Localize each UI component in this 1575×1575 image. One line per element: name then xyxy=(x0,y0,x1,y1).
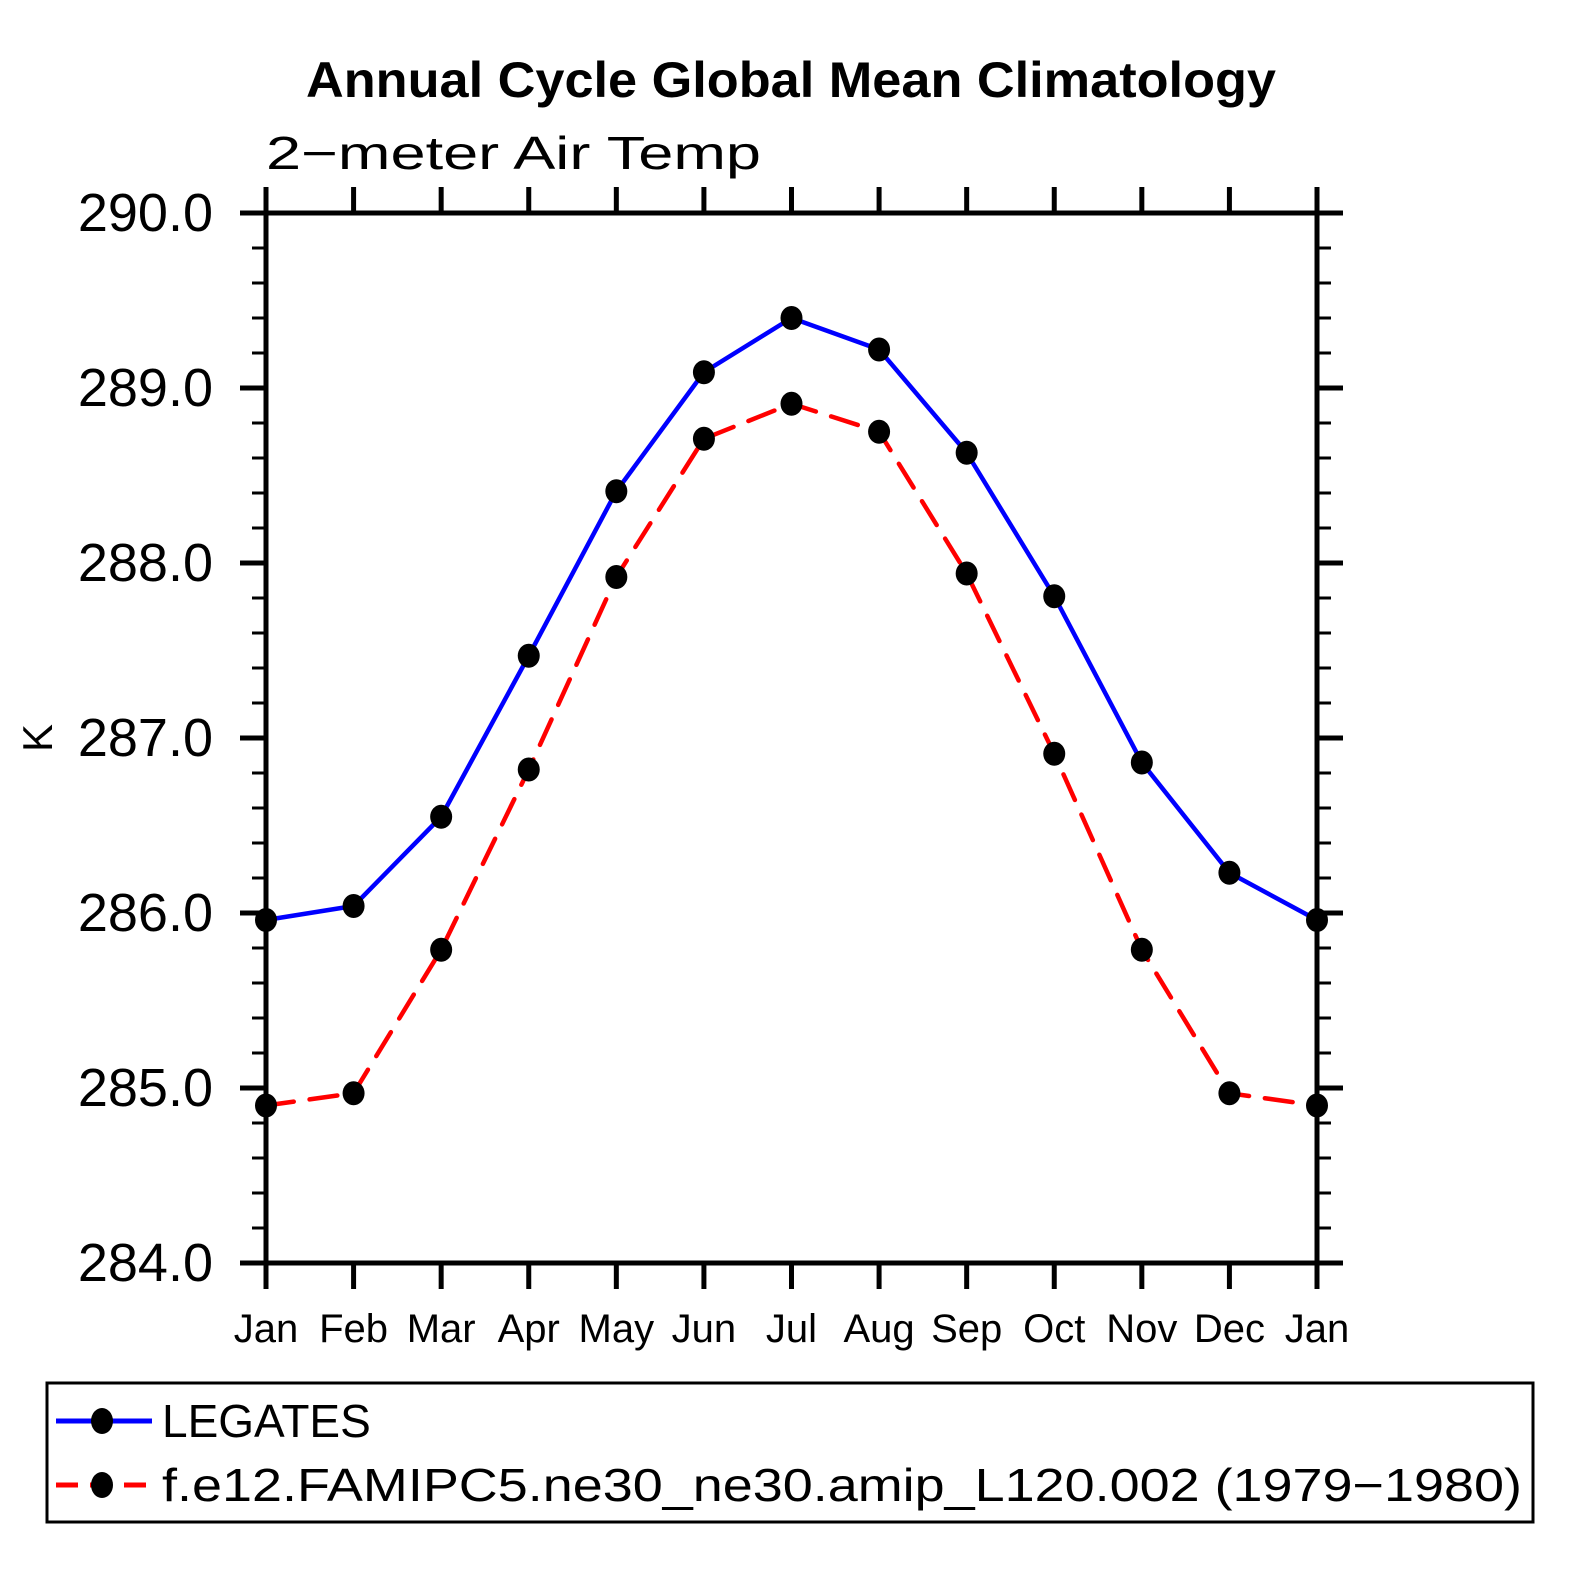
x-axis-ticks: Jan Feb Mar Apr May Jun Jul Aug Sep Oct Nov Dec Jan xyxy=(234,187,1350,1351)
x-tick-label: May xyxy=(579,1307,655,1351)
data-point-marker xyxy=(692,360,715,385)
x-tick-label: Dec xyxy=(1194,1307,1265,1351)
y-tick-label: 287.0 xyxy=(78,708,213,768)
y-axis-ticks: 290.0 289.0 288.0 287.0 286.0 285.0 284.0 xyxy=(78,183,1343,1293)
data-point-marker xyxy=(517,643,540,668)
y-tick-label: 288.0 xyxy=(78,533,213,593)
data-point-marker xyxy=(868,337,891,362)
x-tick-label: Sep xyxy=(931,1307,1002,1351)
x-tick-label: Jan xyxy=(234,1307,299,1351)
legend-marker-dot xyxy=(91,1472,113,1498)
legend-row-legates: LEGATES xyxy=(56,1395,371,1447)
data-point-marker xyxy=(780,306,803,330)
data-point-marker xyxy=(1043,741,1066,766)
data-point-marker xyxy=(342,894,365,918)
y-tick-label: 289.0 xyxy=(78,358,213,418)
data-point-marker xyxy=(430,937,453,962)
data-point-marker xyxy=(255,908,277,932)
y-tick-label: 286.0 xyxy=(78,883,213,943)
x-tick-label: Jan xyxy=(1285,1307,1350,1351)
legend: LEGATES f.e12.FAMIPC5.ne30_ne30.amip_L12… xyxy=(45,1381,1535,1524)
data-point-marker xyxy=(605,565,628,589)
data-point-marker xyxy=(342,1081,365,1106)
legend-row-model: f.e12.FAMIPC5.ne30_ne30.amip_L120.002 (1… xyxy=(56,1459,1522,1511)
x-tick-label: Jul xyxy=(766,1307,817,1351)
legend-label-legates: LEGATES xyxy=(162,1395,371,1447)
data-point-marker xyxy=(430,804,453,829)
data-point-marker xyxy=(780,391,803,416)
data-point-marker xyxy=(1218,1081,1241,1106)
data-point-marker xyxy=(1218,860,1241,885)
plot-series xyxy=(255,306,1328,1118)
x-tick-label: Jun xyxy=(672,1307,737,1351)
data-point-marker xyxy=(1306,908,1328,932)
y-tick-label: 290.0 xyxy=(78,183,213,243)
y-tick-label: 285.0 xyxy=(78,1058,213,1118)
data-point-marker xyxy=(1306,1093,1328,1118)
data-point-marker xyxy=(692,426,715,451)
data-point-marker xyxy=(955,561,978,586)
legend-label-model: f.e12.FAMIPC5.ne30_ne30.amip_L120.002 (1… xyxy=(162,1459,1522,1511)
x-tick-label: Feb xyxy=(319,1307,388,1351)
x-tick-label: Oct xyxy=(1023,1307,1085,1351)
data-point-marker xyxy=(605,479,628,504)
chart-title: Annual Cycle Global Mean Climatology xyxy=(306,52,1276,108)
data-point-marker xyxy=(868,419,891,444)
x-tick-label: Mar xyxy=(407,1307,476,1351)
x-tick-label: Aug xyxy=(843,1307,914,1351)
data-point-marker xyxy=(1130,937,1153,962)
y-axis-label: K xyxy=(14,724,61,752)
legend-box xyxy=(45,1381,1535,1524)
x-tick-label: Apr xyxy=(498,1307,560,1351)
plot-frame xyxy=(263,210,1320,1266)
data-point-marker xyxy=(255,1093,277,1118)
series-line-model xyxy=(263,401,1320,1108)
data-point-marker xyxy=(1043,584,1066,609)
chart-subtitle: 2−meter Air Temp xyxy=(266,127,761,179)
data-point-marker xyxy=(955,440,978,465)
data-point-marker xyxy=(1130,750,1153,775)
legend-marker-dot xyxy=(91,1408,113,1434)
y-tick-label: 284.0 xyxy=(78,1233,213,1293)
data-point-marker xyxy=(517,757,540,782)
x-tick-label: Nov xyxy=(1106,1307,1177,1351)
